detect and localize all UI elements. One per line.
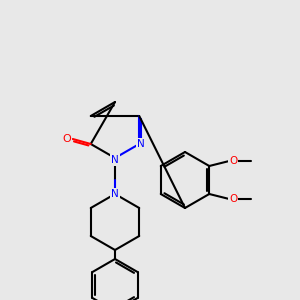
Text: O: O — [229, 156, 237, 166]
Text: N: N — [111, 155, 119, 165]
Text: N: N — [111, 189, 119, 199]
Text: O: O — [229, 194, 237, 204]
Text: O: O — [62, 134, 71, 144]
Text: N: N — [137, 139, 145, 149]
